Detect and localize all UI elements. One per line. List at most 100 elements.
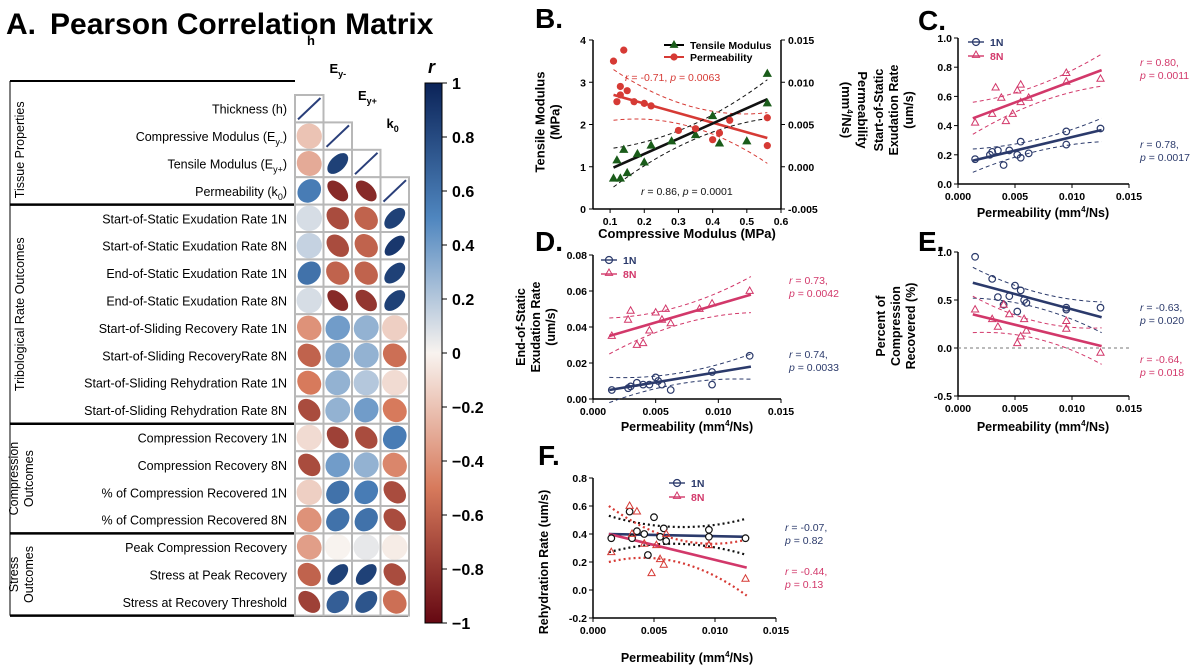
matrix-ellipse bbox=[355, 590, 378, 613]
tensile-point bbox=[608, 173, 619, 182]
matrix-ellipse bbox=[326, 426, 349, 449]
point-1n bbox=[708, 380, 716, 389]
permeability-lower-ci bbox=[613, 118, 768, 164]
matrix-ellipse bbox=[353, 370, 379, 396]
matrix-ellipse bbox=[296, 287, 322, 314]
panel-b-label: B. bbox=[535, 3, 563, 34]
1n-upper-ci bbox=[972, 117, 1102, 150]
permeability-fit-line bbox=[613, 93, 768, 140]
stat-c-1n-p: p = 0.0017 bbox=[1139, 152, 1190, 164]
point-1n bbox=[1062, 140, 1071, 149]
tensile-point bbox=[632, 148, 643, 158]
point-1n bbox=[650, 513, 658, 522]
matrix-row-label: Permeability (k0) bbox=[195, 185, 287, 202]
point-8n bbox=[626, 305, 636, 314]
matrix-diagonal-mark bbox=[382, 179, 407, 203]
point-1n bbox=[1005, 146, 1014, 155]
y-tick-label: 1.0 bbox=[937, 247, 952, 259]
y-tick-label: 0.00 bbox=[567, 394, 588, 406]
tensile-upper-ci bbox=[613, 79, 768, 149]
matrix-ellipse bbox=[296, 123, 322, 149]
tensile-point bbox=[622, 167, 632, 177]
point-1n bbox=[625, 507, 634, 516]
8n-fit-line bbox=[972, 313, 1102, 348]
matrix-ellipse bbox=[297, 370, 322, 395]
matrix-ellipse bbox=[325, 370, 351, 396]
matrix-ellipse bbox=[297, 179, 322, 203]
8n-upper-ci bbox=[972, 53, 1102, 103]
point-1n bbox=[644, 551, 652, 559]
colorbar-tick-label: 0.4 bbox=[452, 238, 474, 255]
stat-e-1n: r = -0.63, bbox=[1140, 302, 1182, 314]
y2-tick-label: 0.010 bbox=[788, 77, 814, 89]
point-1n bbox=[658, 380, 666, 389]
tensile-point bbox=[646, 140, 656, 149]
matrix-row-label: Start-of-Static Exudation Rate 8N bbox=[102, 240, 287, 254]
y-axis-title: End-of-StaticExudation Rate(um/s) bbox=[514, 281, 558, 372]
matrix-ellipse bbox=[326, 480, 350, 504]
tensile-point bbox=[690, 129, 701, 139]
tensile-fit-line bbox=[612, 97, 768, 169]
panel-b: B. 0.1 0.2 0.3 0.4 0.5 0.6 0 1 2 3 4 -0.005 0.000 0.00… bbox=[533, 3, 871, 241]
y-tick-label: 0.6 bbox=[937, 91, 952, 103]
colorbar: r1 0.8 0.6 0.4 0.2 0 −0.2 −0.4 −0.6 −0.8 −1 bbox=[424, 57, 484, 633]
matrix-row-label: Start-of-Sliding Recovery Rate 1N bbox=[99, 322, 287, 336]
matrix-ellipse bbox=[353, 342, 379, 368]
1n-upper-ci bbox=[972, 266, 1102, 303]
matrix-ellipse bbox=[327, 564, 349, 585]
point-8n bbox=[741, 573, 750, 582]
point-8n bbox=[704, 540, 714, 549]
legend-c-8n-label: 8N bbox=[990, 51, 1003, 63]
matrix-ellipse bbox=[354, 480, 379, 505]
y2-tick-label: 0.015 bbox=[788, 35, 814, 47]
point-8n bbox=[639, 538, 649, 547]
point-8n bbox=[970, 304, 980, 313]
correlation-matrix: h Ey- Ey+ k0 Thickness (h) Compressive Modulu… bbox=[7, 33, 410, 617]
point-8n bbox=[996, 92, 1006, 101]
matrix-row-label: Thickness (h) bbox=[212, 103, 287, 117]
matrix-ellipse bbox=[326, 590, 349, 614]
point-8n bbox=[651, 307, 661, 316]
point-8n bbox=[707, 298, 717, 307]
x-tick-label: 0.005 bbox=[1002, 191, 1028, 203]
point-8n bbox=[1008, 108, 1018, 117]
point-8n bbox=[987, 314, 997, 323]
matrix-ellipse bbox=[355, 564, 377, 585]
x-tick-label: 0.3 bbox=[671, 216, 686, 228]
point-8n bbox=[1061, 323, 1071, 332]
colorbar-tick-label: 1 bbox=[452, 76, 461, 93]
matrix-ellipse bbox=[298, 398, 321, 422]
matrix-row-label: Stress at Peak Recovery bbox=[149, 569, 287, 583]
x-axis-title: Permeability (mm4/Ns) bbox=[977, 205, 1109, 220]
matrix-ellipse bbox=[382, 452, 407, 478]
point-1n bbox=[1024, 149, 1033, 158]
1n-lower-ci bbox=[972, 297, 1102, 334]
stat-c-8n: r = 0.80, bbox=[1140, 57, 1179, 69]
y-tick-label: 0 bbox=[580, 204, 586, 216]
matrix-row-label: Compression Recovery 8N bbox=[138, 459, 287, 473]
1n-fit-line bbox=[609, 365, 752, 392]
tensile-point bbox=[714, 138, 725, 147]
point-8n bbox=[1096, 347, 1105, 356]
x-tick-label: 0.5 bbox=[740, 216, 755, 228]
1n-upper-ci bbox=[609, 353, 752, 379]
y-tick-label: 0.0 bbox=[572, 585, 587, 597]
point-1n bbox=[628, 534, 636, 543]
8n-lower-ci bbox=[609, 312, 751, 355]
panel-e: E. 0.000 0.005 0.010 0.015 -0.5 0.0 0.5 1.0 r = -… bbox=[874, 226, 1184, 434]
point-1n bbox=[626, 382, 635, 391]
matrix-ellipse bbox=[383, 481, 406, 504]
matrix-ellipse bbox=[298, 453, 321, 477]
matrix-ellipse bbox=[382, 398, 407, 423]
point-8n bbox=[1061, 316, 1071, 325]
column-header: Ey- bbox=[330, 61, 347, 79]
stat-f-8n-p: p = 0.13 bbox=[784, 579, 823, 591]
group-label: StressOutcomes bbox=[7, 546, 36, 603]
stat-e-8n: r = -0.64, bbox=[1140, 354, 1182, 366]
stat-f-1n-p: p = 0.82 bbox=[784, 535, 823, 547]
x-tick-label: 0.4 bbox=[705, 216, 720, 228]
point-8n bbox=[1016, 331, 1026, 340]
y-axis-title: Rehydration Rate (um/s) bbox=[537, 490, 551, 634]
panel-a-title: Pearson Correlation Matrix bbox=[50, 8, 434, 41]
colorbar-tick-label: 0.8 bbox=[452, 130, 474, 147]
